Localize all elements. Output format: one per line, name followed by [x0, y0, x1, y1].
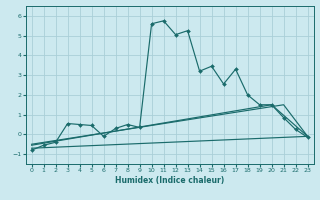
X-axis label: Humidex (Indice chaleur): Humidex (Indice chaleur): [115, 176, 224, 185]
